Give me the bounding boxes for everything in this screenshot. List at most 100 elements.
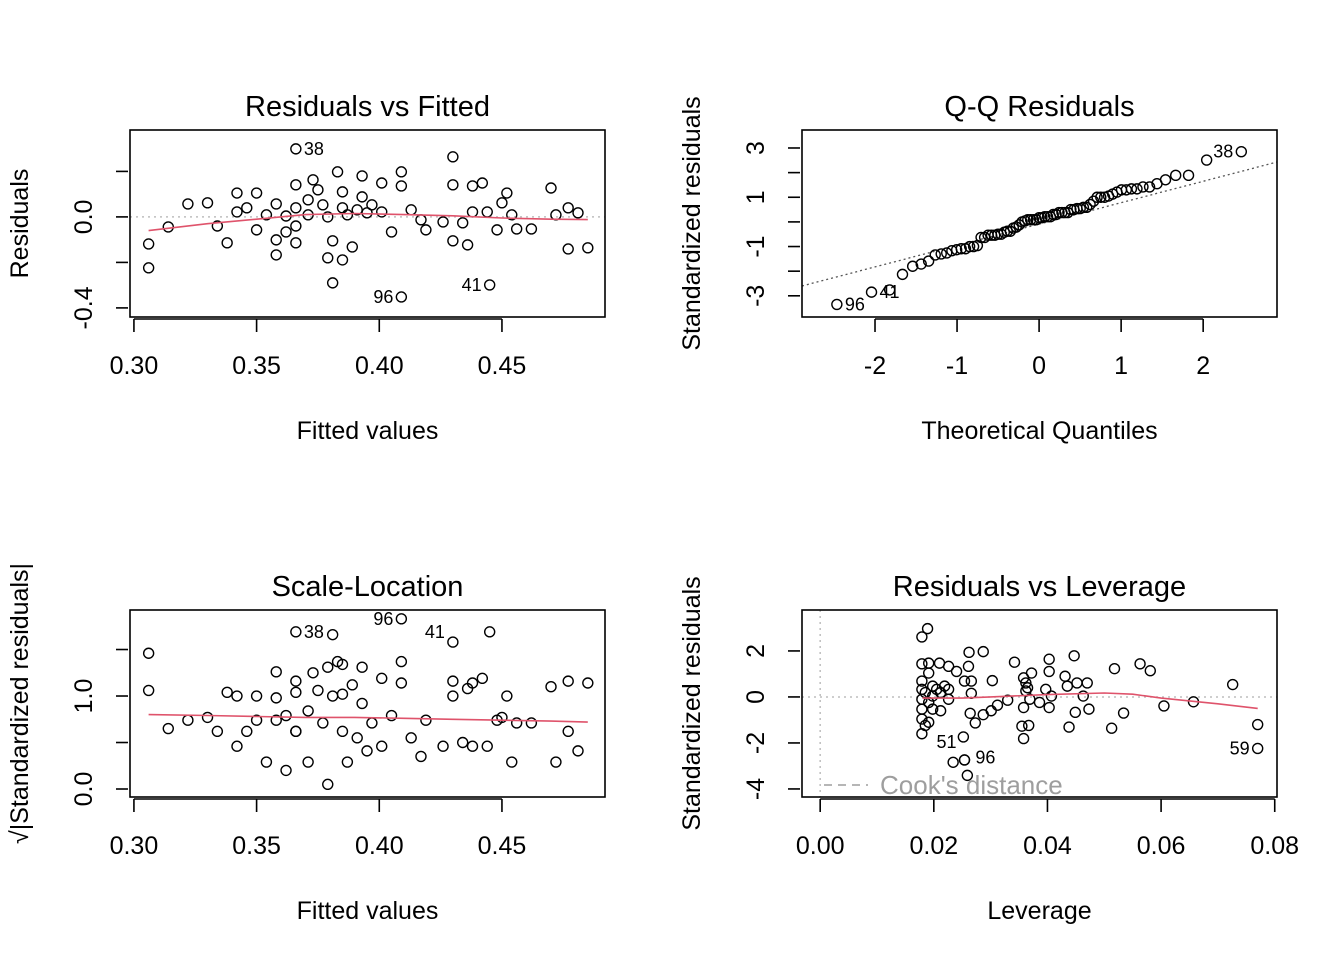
y-tick-label: 0.0 bbox=[70, 200, 98, 235]
data-point bbox=[491, 224, 503, 236]
data-point bbox=[356, 697, 368, 710]
data-point bbox=[506, 756, 518, 768]
panel-residuals-vs-fitted: Residuals vs Fitted Fitted values Residual… bbox=[6, 91, 606, 445]
data-point bbox=[1158, 700, 1170, 712]
data-point bbox=[1043, 665, 1055, 678]
data-point bbox=[331, 166, 344, 178]
x-tick-label: 0.04 bbox=[1023, 832, 1072, 860]
data-point bbox=[231, 690, 243, 702]
data-point bbox=[562, 725, 574, 738]
data-point bbox=[290, 202, 302, 214]
data-point bbox=[985, 705, 997, 717]
data-point bbox=[376, 740, 388, 752]
smooth-trend-line bbox=[148, 212, 588, 232]
y-tick-label: -3 bbox=[742, 285, 770, 307]
data-point bbox=[420, 714, 432, 726]
y-tick-label: -4 bbox=[742, 778, 770, 800]
data-point bbox=[1159, 174, 1172, 186]
data-point bbox=[1144, 665, 1156, 677]
data-point bbox=[336, 688, 349, 700]
data-point bbox=[142, 684, 155, 697]
data-point bbox=[447, 690, 459, 702]
data-point bbox=[1017, 732, 1030, 745]
data-point bbox=[958, 754, 971, 766]
data-point bbox=[1226, 678, 1239, 691]
data-point bbox=[1062, 206, 1074, 219]
data-point bbox=[481, 740, 493, 752]
data-point bbox=[395, 291, 408, 303]
data-point bbox=[302, 705, 314, 717]
data-point bbox=[950, 244, 963, 256]
data-point bbox=[1040, 683, 1052, 696]
data-point bbox=[1017, 701, 1030, 714]
data-point bbox=[1033, 212, 1045, 224]
data-point bbox=[142, 262, 155, 274]
data-point bbox=[961, 769, 974, 782]
data-point bbox=[1077, 201, 1090, 214]
data-point bbox=[395, 613, 408, 625]
data-point bbox=[260, 209, 273, 221]
data-point bbox=[562, 202, 574, 214]
data-point bbox=[322, 211, 334, 223]
data-point bbox=[356, 661, 368, 673]
y-tick-label: -0.4 bbox=[70, 286, 98, 329]
data-point bbox=[336, 254, 349, 266]
data-point bbox=[506, 209, 518, 221]
data-point bbox=[1095, 191, 1107, 203]
data-point bbox=[1069, 706, 1081, 719]
data-point bbox=[1120, 184, 1133, 196]
data-point bbox=[906, 260, 919, 272]
plot-frame bbox=[801, 609, 1278, 798]
data-point bbox=[1001, 225, 1014, 237]
y-tick-label: -1 bbox=[742, 235, 770, 257]
y-tick-label: 2 bbox=[742, 644, 770, 658]
data-point bbox=[211, 220, 224, 232]
data-point bbox=[865, 286, 878, 298]
data-point bbox=[376, 206, 388, 218]
data-point bbox=[1251, 742, 1264, 755]
data-point bbox=[1251, 718, 1264, 731]
data-point bbox=[447, 675, 459, 687]
data-point bbox=[142, 647, 155, 659]
data-point bbox=[447, 179, 459, 191]
data-point bbox=[1081, 677, 1093, 689]
data-point bbox=[201, 711, 214, 724]
data-point bbox=[307, 174, 319, 186]
data-point bbox=[1108, 662, 1121, 675]
data-point bbox=[395, 655, 408, 668]
data-point bbox=[977, 645, 989, 658]
data-point bbox=[923, 657, 935, 669]
data-point bbox=[201, 197, 214, 209]
chart-title: Q-Q Residuals bbox=[944, 91, 1134, 123]
plot-frame bbox=[801, 129, 1278, 318]
y-tick-label: 0.0 bbox=[70, 772, 98, 807]
data-point bbox=[420, 224, 432, 236]
data-point bbox=[290, 179, 302, 191]
data-point bbox=[1143, 181, 1156, 193]
data-point bbox=[1053, 206, 1065, 219]
data-point bbox=[496, 711, 508, 724]
y-axis-label: Standardized residuals bbox=[678, 96, 706, 350]
data-point bbox=[290, 675, 302, 687]
panel-residuals-vs-leverage: Residuals vs Leverage Leverage Standardize… bbox=[678, 571, 1299, 925]
x-axis-label: Fitted values bbox=[297, 897, 439, 925]
data-point bbox=[415, 214, 427, 226]
outlier-label: 41 bbox=[880, 282, 900, 302]
data-point bbox=[572, 745, 584, 757]
x-tick-label: 0.35 bbox=[232, 352, 281, 380]
data-point bbox=[447, 636, 459, 648]
y-tick-label: 0 bbox=[742, 690, 770, 704]
outlier-label: 96 bbox=[373, 609, 393, 629]
data-point bbox=[341, 756, 354, 768]
data-point bbox=[221, 237, 233, 249]
data-point bbox=[437, 216, 449, 228]
outlier-label: 38 bbox=[304, 139, 324, 159]
data-point bbox=[405, 732, 417, 744]
data-point bbox=[1008, 656, 1021, 668]
data-point bbox=[142, 238, 155, 250]
data-point bbox=[969, 717, 981, 729]
data-point bbox=[376, 177, 388, 189]
plot-frame bbox=[129, 609, 606, 798]
data-point bbox=[922, 255, 935, 267]
y-tick-label: 1.0 bbox=[70, 679, 98, 714]
